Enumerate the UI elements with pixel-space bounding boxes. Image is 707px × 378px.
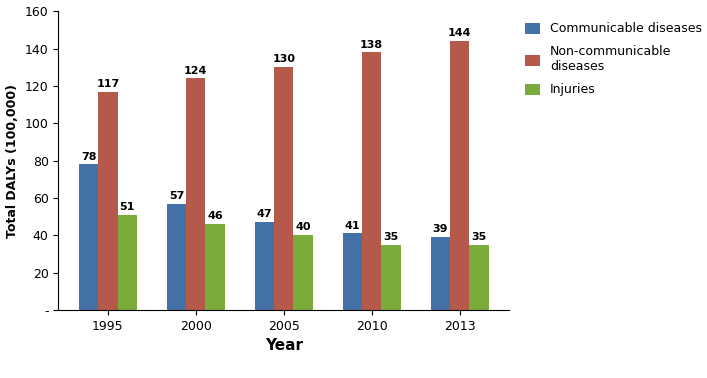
Legend: Communicable diseases, Non-communicable
diseases, Injuries: Communicable diseases, Non-communicable … <box>520 17 707 102</box>
Bar <box>274 67 293 310</box>
Text: 117: 117 <box>96 79 119 89</box>
Bar <box>255 222 274 310</box>
Bar <box>293 235 312 310</box>
Bar <box>450 41 469 310</box>
Y-axis label: Total DALYs (100,000): Total DALYs (100,000) <box>6 84 19 238</box>
Text: 47: 47 <box>257 209 272 219</box>
Text: 78: 78 <box>81 152 96 161</box>
Bar <box>117 215 137 310</box>
Bar <box>79 164 98 310</box>
Bar <box>343 234 362 310</box>
Text: 35: 35 <box>472 232 486 242</box>
Text: 41: 41 <box>344 221 360 231</box>
Bar <box>167 203 186 310</box>
Text: 138: 138 <box>360 40 383 50</box>
Bar <box>206 224 225 310</box>
Bar <box>381 245 401 310</box>
Text: 35: 35 <box>383 232 399 242</box>
Text: 51: 51 <box>119 202 135 212</box>
Text: 39: 39 <box>433 225 448 234</box>
X-axis label: Year: Year <box>264 338 303 353</box>
Bar <box>98 91 117 310</box>
Bar <box>362 52 381 310</box>
Text: 144: 144 <box>448 28 472 38</box>
Bar <box>431 237 450 310</box>
Text: 40: 40 <box>296 223 311 232</box>
Bar <box>186 79 206 310</box>
Bar <box>469 245 489 310</box>
Text: 124: 124 <box>184 66 207 76</box>
Text: 130: 130 <box>272 54 296 65</box>
Text: 57: 57 <box>169 191 184 201</box>
Text: 46: 46 <box>207 211 223 221</box>
